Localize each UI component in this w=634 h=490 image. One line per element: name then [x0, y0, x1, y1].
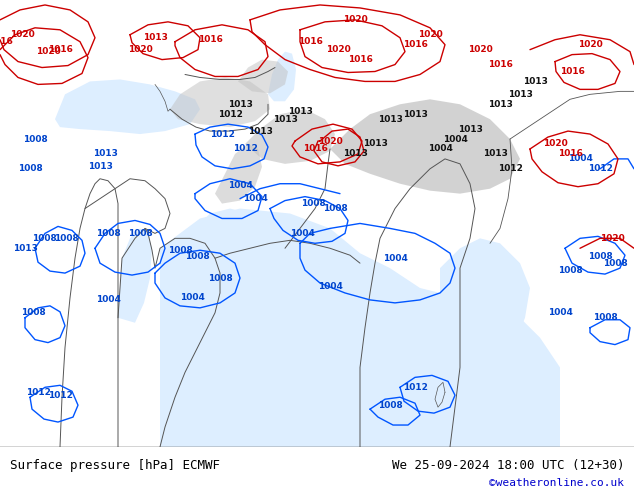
Text: 1020: 1020 [600, 234, 624, 243]
Text: ©weatheronline.co.uk: ©weatheronline.co.uk [489, 478, 624, 488]
Text: 1012: 1012 [25, 388, 51, 397]
Text: 1004: 1004 [243, 194, 268, 203]
Text: 1004: 1004 [290, 229, 314, 238]
Polygon shape [330, 99, 520, 194]
Text: 1008: 1008 [23, 135, 48, 144]
Text: 1008: 1008 [21, 308, 46, 318]
Text: 1013: 1013 [403, 110, 427, 119]
Text: 1008: 1008 [323, 204, 347, 213]
Text: 1020: 1020 [543, 140, 567, 148]
Text: 1004: 1004 [228, 181, 252, 190]
Polygon shape [118, 228, 152, 323]
Text: 1012: 1012 [403, 383, 427, 392]
Text: 1008: 1008 [588, 252, 612, 261]
Text: 1013: 1013 [143, 33, 167, 42]
Text: 1008: 1008 [32, 234, 56, 243]
Polygon shape [185, 209, 260, 260]
Text: 1016: 1016 [302, 145, 327, 153]
Text: 1012: 1012 [588, 164, 612, 173]
Text: 1016: 1016 [198, 35, 223, 44]
Text: 1013: 1013 [378, 115, 403, 123]
Text: 1008: 1008 [184, 252, 209, 261]
Text: 1013: 1013 [363, 140, 387, 148]
Text: 1020: 1020 [578, 40, 602, 49]
Text: 1004: 1004 [427, 145, 453, 153]
Text: 1020: 1020 [36, 47, 60, 56]
Text: 1008: 1008 [378, 401, 403, 410]
Text: We 25-09-2024 18:00 UTC (12+30): We 25-09-2024 18:00 UTC (12+30) [392, 459, 624, 472]
Text: 1013: 1013 [93, 149, 117, 158]
Text: 1020: 1020 [318, 137, 342, 146]
Text: 1012: 1012 [48, 391, 72, 400]
Text: 1013: 1013 [273, 115, 297, 123]
Text: 1020: 1020 [127, 45, 152, 54]
Text: 1016: 1016 [0, 37, 13, 46]
Polygon shape [160, 209, 560, 447]
Text: 1008: 1008 [593, 313, 618, 322]
Text: 1008: 1008 [18, 164, 42, 173]
Polygon shape [55, 79, 200, 134]
Text: 1008: 1008 [603, 259, 628, 268]
Text: 1004: 1004 [548, 308, 573, 318]
Text: 1016: 1016 [488, 60, 512, 69]
Text: 1013: 1013 [508, 90, 533, 99]
Text: 1008: 1008 [127, 229, 152, 238]
Text: 1016: 1016 [297, 37, 323, 46]
Text: 1020: 1020 [418, 30, 443, 39]
Polygon shape [440, 238, 530, 369]
Text: 1020: 1020 [342, 15, 367, 24]
Polygon shape [245, 109, 335, 164]
Text: 1004: 1004 [567, 154, 592, 163]
Text: 1004: 1004 [179, 294, 204, 302]
Text: 1012: 1012 [233, 145, 257, 153]
Text: 1013: 1013 [488, 100, 512, 109]
Text: 1013: 1013 [458, 124, 482, 134]
Text: 1016: 1016 [557, 149, 583, 158]
Text: 1004: 1004 [96, 295, 120, 304]
Text: 1008: 1008 [167, 246, 192, 255]
Text: 1012: 1012 [498, 164, 522, 173]
Text: 1013: 1013 [228, 100, 252, 109]
Text: 1020: 1020 [10, 30, 34, 39]
Polygon shape [170, 77, 270, 127]
Polygon shape [238, 60, 288, 94]
Text: 1008: 1008 [558, 266, 583, 274]
Text: 1016: 1016 [48, 45, 72, 54]
Text: 1004: 1004 [318, 281, 342, 291]
Text: 1008: 1008 [54, 234, 79, 243]
Text: 1016: 1016 [403, 40, 427, 49]
Text: 1013: 1013 [288, 107, 313, 116]
Text: 1004: 1004 [382, 254, 408, 263]
Text: 1020: 1020 [326, 45, 351, 54]
Text: 1008: 1008 [96, 229, 120, 238]
Text: 1020: 1020 [468, 45, 493, 54]
Text: 1016: 1016 [347, 55, 372, 64]
Text: 1004: 1004 [443, 135, 467, 144]
Text: 1013: 1013 [482, 149, 507, 158]
Text: 1012: 1012 [217, 110, 242, 119]
Polygon shape [268, 51, 296, 101]
Text: 1016: 1016 [560, 67, 585, 76]
Text: 1012: 1012 [210, 129, 235, 139]
Text: 1013: 1013 [522, 77, 547, 86]
Text: 1008: 1008 [207, 273, 233, 283]
Text: 1008: 1008 [301, 199, 325, 208]
Text: 1013: 1013 [342, 149, 368, 158]
Text: Surface pressure [hPa] ECMWF: Surface pressure [hPa] ECMWF [10, 459, 219, 472]
Text: 1013: 1013 [87, 162, 112, 171]
Text: 1013: 1013 [13, 244, 37, 253]
Polygon shape [215, 144, 262, 203]
Text: 1013: 1013 [247, 126, 273, 136]
